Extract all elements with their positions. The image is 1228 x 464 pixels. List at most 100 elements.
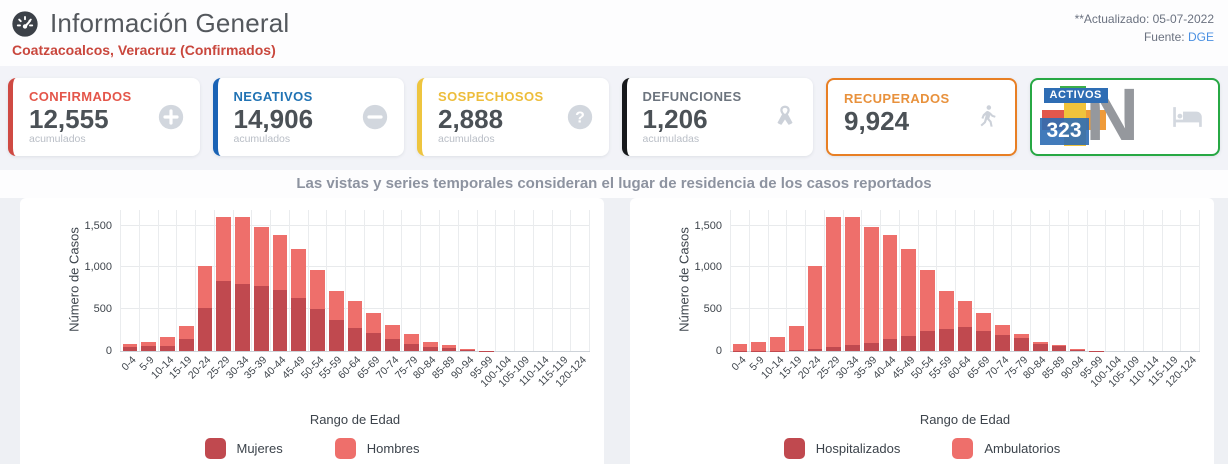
bar-segment-hospitalizados[interactable] — [1070, 349, 1086, 351]
bar-segment-ambulatorios[interactable] — [751, 342, 767, 351]
stacked-bar[interactable] — [216, 217, 232, 351]
bar-segment-mujeres[interactable] — [460, 350, 476, 351]
bar-segment-ambulatorios[interactable] — [732, 343, 748, 351]
stacked-bar[interactable] — [197, 265, 213, 351]
stacked-bar[interactable] — [1032, 341, 1048, 351]
bar-segment-hombres[interactable] — [310, 270, 325, 310]
bar-segment-ambulatorios[interactable] — [957, 300, 973, 328]
bar-segment-ambulatorios[interactable] — [901, 249, 917, 336]
bar-segment-mujeres[interactable] — [422, 346, 438, 351]
stacked-bar[interactable] — [460, 349, 476, 351]
stacked-bar[interactable] — [1070, 349, 1086, 351]
bar-segment-mujeres[interactable] — [328, 320, 344, 351]
bar-segment-mujeres[interactable] — [160, 346, 175, 351]
bar-segment-hombres[interactable] — [272, 234, 288, 290]
bar-segment-hombres[interactable] — [178, 326, 194, 340]
bar-segment-ambulatorios[interactable] — [1032, 341, 1048, 345]
bar-segment-hospitalizados[interactable] — [882, 339, 898, 351]
stacked-bar[interactable] — [882, 234, 898, 351]
stacked-bar[interactable] — [863, 227, 879, 351]
bar-segment-mujeres[interactable] — [216, 280, 232, 351]
bar-segment-hombres[interactable] — [141, 342, 157, 347]
stacked-bar[interactable] — [291, 249, 307, 351]
bar-segment-mujeres[interactable] — [310, 309, 325, 351]
stacked-bar[interactable] — [788, 326, 804, 351]
bar-segment-hospitalizados[interactable] — [1051, 346, 1067, 351]
bar-segment-ambulatorios[interactable] — [920, 269, 935, 331]
bar-segment-hombres[interactable] — [160, 336, 175, 346]
stacked-bar[interactable] — [826, 217, 842, 351]
bar-segment-mujeres[interactable] — [385, 339, 400, 351]
bar-segment-ambulatorios[interactable] — [770, 336, 785, 351]
bar-segment-hombres[interactable] — [460, 349, 476, 351]
bar-segment-mujeres[interactable] — [141, 346, 157, 351]
bar-segment-ambulatorios[interactable] — [788, 326, 804, 351]
stacked-bar[interactable] — [1013, 334, 1029, 351]
bar-segment-mujeres[interactable] — [441, 348, 457, 351]
stacked-bar[interactable] — [901, 249, 917, 351]
stacked-bar[interactable] — [347, 300, 363, 351]
stacked-bar[interactable] — [253, 227, 269, 351]
bar-segment-hospitalizados[interactable] — [938, 328, 954, 351]
bar-segment-ambulatorios[interactable] — [863, 227, 879, 343]
bar-segment-hospitalizados[interactable] — [863, 342, 879, 351]
stacked-bar[interactable] — [122, 343, 138, 351]
bar-segment-mujeres[interactable] — [272, 289, 288, 351]
stacked-bar[interactable] — [310, 270, 325, 351]
bar-segment-ambulatorios[interactable] — [826, 217, 842, 348]
bar-segment-hombres[interactable] — [366, 313, 382, 333]
bar-segment-hospitalizados[interactable] — [995, 334, 1010, 351]
legend-item-hospitalizados[interactable]: Hospitalizados — [783, 438, 900, 459]
bar-segment-mujeres[interactable] — [403, 344, 419, 351]
bar-segment-mujeres[interactable] — [235, 284, 250, 351]
stacked-bar[interactable] — [160, 336, 175, 351]
bar-segment-hospitalizados[interactable] — [957, 327, 973, 351]
stacked-bar[interactable] — [1051, 344, 1067, 351]
bar-segment-hombres[interactable] — [291, 249, 307, 298]
legend-item-ambulatorios[interactable]: Ambulatorios — [952, 438, 1060, 459]
stacked-bar[interactable] — [403, 334, 419, 351]
bar-segment-hospitalizados[interactable] — [845, 344, 860, 351]
bar-segment-ambulatorios[interactable] — [938, 290, 954, 329]
stacked-bar[interactable] — [178, 326, 194, 351]
bar-segment-hombres[interactable] — [328, 290, 344, 321]
bar-segment-ambulatorios[interactable] — [995, 325, 1010, 335]
bar-segment-mujeres[interactable] — [178, 339, 194, 351]
bar-segment-hospitalizados[interactable] — [920, 330, 935, 351]
stacked-bar[interactable] — [845, 216, 860, 351]
bar-segment-ambulatorios[interactable] — [976, 313, 992, 331]
bar-segment-hombres[interactable] — [216, 217, 232, 281]
bar-segment-hombres[interactable] — [385, 325, 400, 340]
bar-segment-ambulatorios[interactable] — [807, 265, 823, 350]
stacked-bar[interactable] — [272, 234, 288, 351]
bar-segment-mujeres[interactable] — [366, 332, 382, 351]
stacked-bar[interactable] — [328, 290, 344, 351]
stacked-bar[interactable] — [995, 325, 1010, 351]
bar-segment-hospitalizados[interactable] — [901, 335, 917, 351]
bar-segment-hombres[interactable] — [441, 344, 457, 349]
bar-segment-mujeres[interactable] — [122, 346, 138, 351]
bar-segment-hombres[interactable] — [403, 334, 419, 345]
stacked-bar[interactable] — [807, 265, 823, 351]
bar-segment-hospitalizados[interactable] — [1013, 338, 1029, 351]
stacked-bar[interactable] — [938, 290, 954, 351]
stacked-bar[interactable] — [441, 344, 457, 351]
stacked-bar[interactable] — [141, 342, 157, 351]
stacked-bar[interactable] — [957, 300, 973, 351]
stacked-bar[interactable] — [976, 313, 992, 351]
bar-segment-hospitalizados[interactable] — [807, 349, 823, 351]
bar-segment-hospitalizados[interactable] — [1032, 344, 1048, 351]
bar-segment-mujeres[interactable] — [253, 286, 269, 351]
bar-segment-hombres[interactable] — [422, 341, 438, 347]
legend-item-hombres[interactable]: Hombres — [334, 438, 420, 459]
bar-segment-hombres[interactable] — [235, 216, 250, 285]
bar-segment-ambulatorios[interactable] — [845, 216, 860, 345]
bar-segment-hombres[interactable] — [347, 300, 363, 328]
stacked-bar[interactable] — [770, 336, 785, 351]
stacked-bar[interactable] — [920, 269, 935, 351]
bar-segment-hombres[interactable] — [197, 265, 213, 309]
stacked-bar[interactable] — [751, 342, 767, 351]
bar-segment-mujeres[interactable] — [197, 308, 213, 351]
source-link[interactable]: DGE — [1187, 30, 1214, 44]
stacked-bar[interactable] — [235, 216, 250, 351]
